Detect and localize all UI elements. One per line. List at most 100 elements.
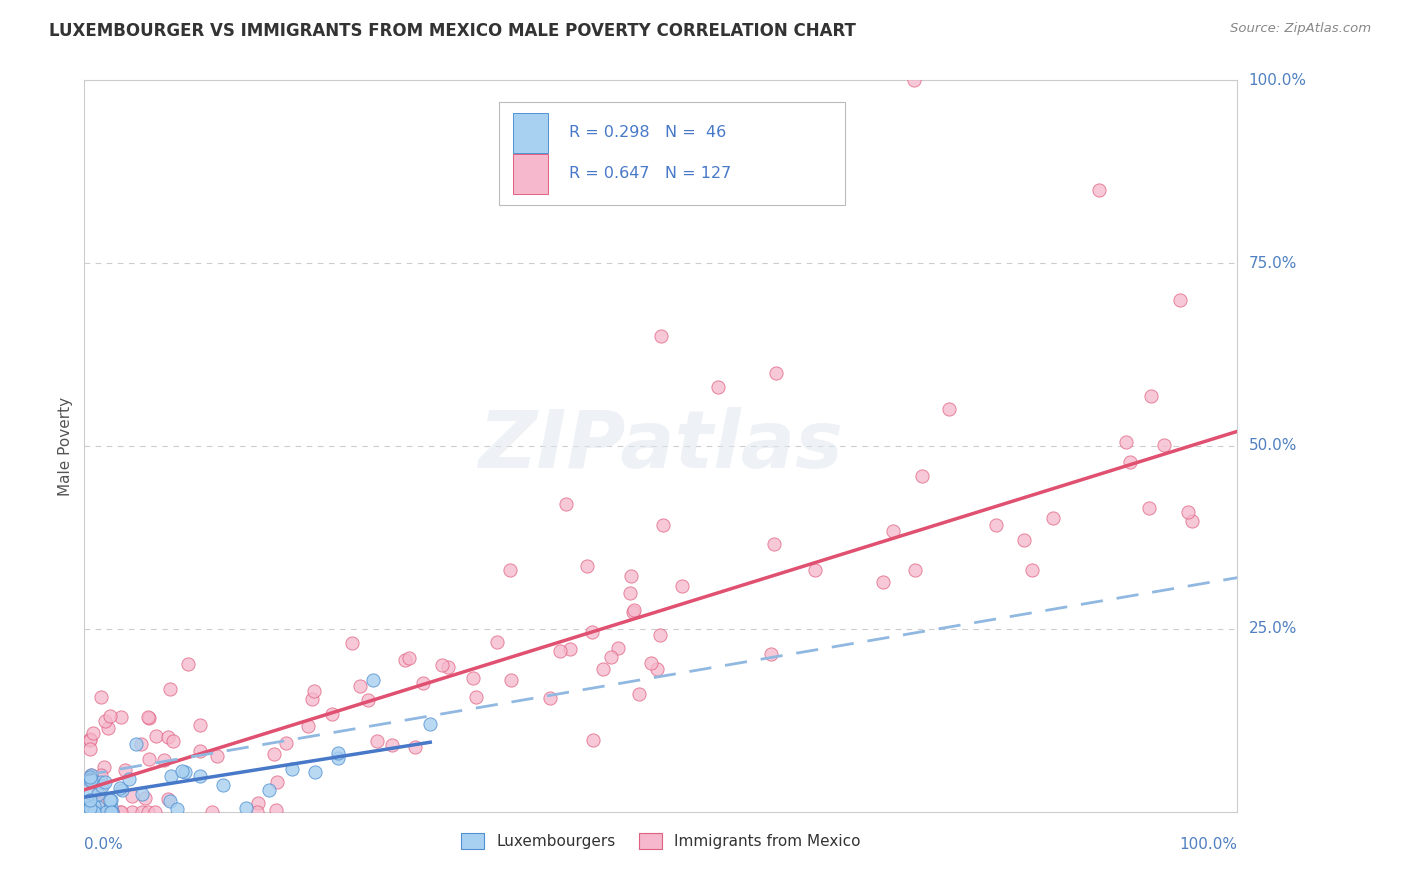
Point [765,366,787,380]
Point [538,691,561,706]
Point [100,805,122,819]
Point [79,793,101,807]
Point [111,783,134,797]
Point [80,768,103,782]
Point [79,805,101,819]
Point [1088,183,1111,197]
Point [263,747,285,761]
Point [340,636,363,650]
Point [110,709,132,723]
Point [90,690,112,704]
Point [80,805,103,819]
Point [80,773,103,788]
Point [274,736,297,750]
Bar [513,112,548,153]
Point [79,799,101,814]
Point [87,784,110,798]
Point [90,768,112,782]
Text: 0.0%: 0.0% [84,837,124,852]
Text: LUXEMBOURGER VS IMMIGRANTS FROM MEXICO MALE POVERTY CORRELATION CHART: LUXEMBOURGER VS IMMIGRANTS FROM MEXICO M… [49,22,856,40]
Point [872,574,894,589]
Point [134,790,156,805]
Point [205,749,228,764]
Point [650,329,672,343]
Point [257,782,280,797]
Point [499,563,522,577]
Point [623,605,645,619]
Point [671,579,693,593]
Point [246,805,269,819]
Point [80,768,103,782]
Point [87,797,110,811]
Point [548,644,571,658]
Point [302,683,325,698]
Point [247,797,270,811]
Text: R = 0.647   N = 127: R = 0.647 N = 127 [568,167,731,181]
Point [94,714,117,729]
Point [170,764,193,778]
Point [356,692,378,706]
Point [166,802,188,816]
Point [1140,389,1163,403]
Point [620,568,643,582]
Point [100,805,122,819]
Point [93,759,115,773]
Point [904,563,927,577]
Point [188,717,211,731]
Text: 100.0%: 100.0% [1180,837,1237,852]
Point [264,804,287,818]
Point [79,805,101,819]
Point [903,73,925,87]
Point [100,793,122,807]
Point [79,805,101,819]
Point [79,770,101,784]
Point [349,679,371,693]
Point [79,731,101,746]
Point [79,801,101,815]
Point [98,792,121,806]
Point [94,775,117,789]
Point [1153,438,1175,452]
Point [188,744,211,758]
Point [1168,293,1191,307]
Legend: Luxembourgers, Immigrants from Mexico: Luxembourgers, Immigrants from Mexico [456,827,866,855]
Point [560,642,582,657]
Point [108,781,131,796]
Point [98,805,121,819]
Point [628,687,651,701]
Point [763,536,786,550]
Point [138,751,160,765]
Text: 50.0%: 50.0% [1249,439,1296,453]
Point [623,603,645,617]
Point [1177,505,1199,519]
Point [79,805,101,819]
Point [984,517,1007,532]
Point [86,787,108,801]
Point [554,497,576,511]
Point [404,739,426,754]
Point [100,805,122,819]
Point [79,773,101,788]
Point [575,558,598,573]
Point [1137,501,1160,516]
Point [1012,533,1035,548]
Point [89,789,111,804]
Point [136,710,159,724]
Point [159,681,181,696]
Point [326,746,349,760]
Point [121,805,143,819]
Point [1021,563,1043,577]
Point [1180,514,1202,528]
Point [79,793,101,807]
Point [640,656,662,670]
Point [430,657,453,672]
Point [266,774,288,789]
Point [581,624,603,639]
Point [86,780,108,794]
Point [882,524,904,538]
Point [110,805,132,819]
Point [281,763,304,777]
Point [89,805,111,819]
Point [79,801,101,815]
Point [153,753,176,767]
